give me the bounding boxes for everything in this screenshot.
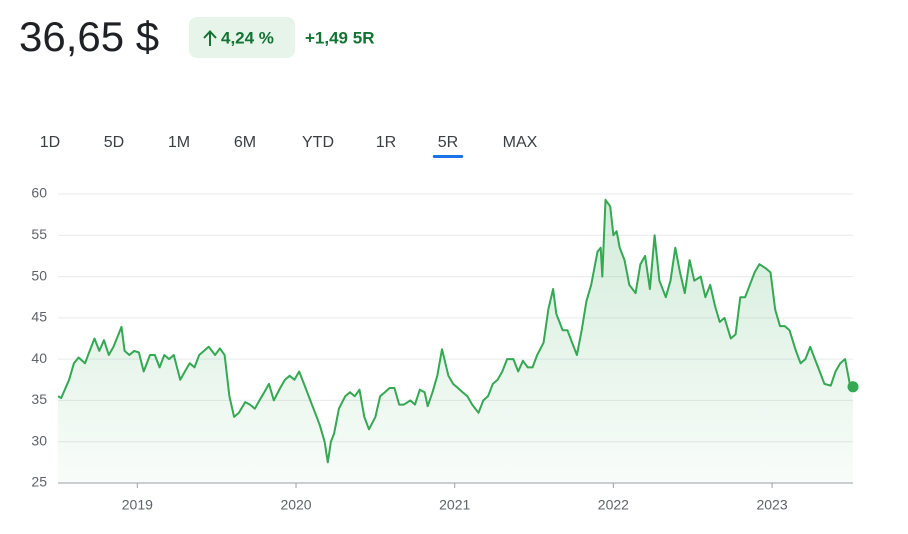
up-arrow	[203, 30, 217, 46]
range-tab[interactable]: 1R	[376, 134, 396, 151]
change-value: +1,49 5R	[305, 28, 374, 47]
price: 36,65 $	[19, 13, 159, 60]
active-tab-indicator	[432, 155, 464, 158]
range-tabs: 1D 5D 1M 6M YTD 1R 5R MAX	[40, 134, 538, 158]
y-tick-label: 30	[31, 432, 47, 448]
x-tick-label: 2020	[280, 497, 311, 513]
x-tick-label: 2021	[439, 497, 470, 513]
y-tick-label: 50	[31, 267, 47, 283]
y-tick-label: 55	[31, 226, 47, 242]
plot: 25 30 35 40 45 50 55 60 2019 2020 2021 2022 2023	[31, 185, 859, 513]
price-area	[58, 199, 853, 484]
range-tab[interactable]: 1D	[40, 134, 60, 151]
price-line	[57, 198, 854, 464]
y-tick-label: 40	[31, 350, 47, 366]
change-badge	[189, 17, 295, 58]
y-tick-label: 25	[31, 474, 47, 490]
range-tab[interactable]: MAX	[503, 134, 538, 151]
y-tick-label: 60	[31, 185, 47, 201]
range-tab[interactable]: 5D	[104, 134, 124, 151]
x-tick-label: 2022	[598, 497, 629, 513]
range-tab[interactable]: 6M	[234, 134, 256, 151]
range-tab[interactable]: YTD	[302, 134, 334, 151]
change-percent: 4,24 %	[221, 28, 274, 47]
x-tick-label: 2023	[756, 497, 787, 513]
range-tab[interactable]: 5R	[438, 134, 458, 151]
last-point	[847, 381, 859, 393]
range-tab[interactable]: 1M	[168, 134, 190, 151]
y-tick-label: 35	[31, 391, 47, 407]
x-tick-label: 2019	[122, 497, 153, 513]
y-tick-label: 45	[31, 309, 47, 325]
